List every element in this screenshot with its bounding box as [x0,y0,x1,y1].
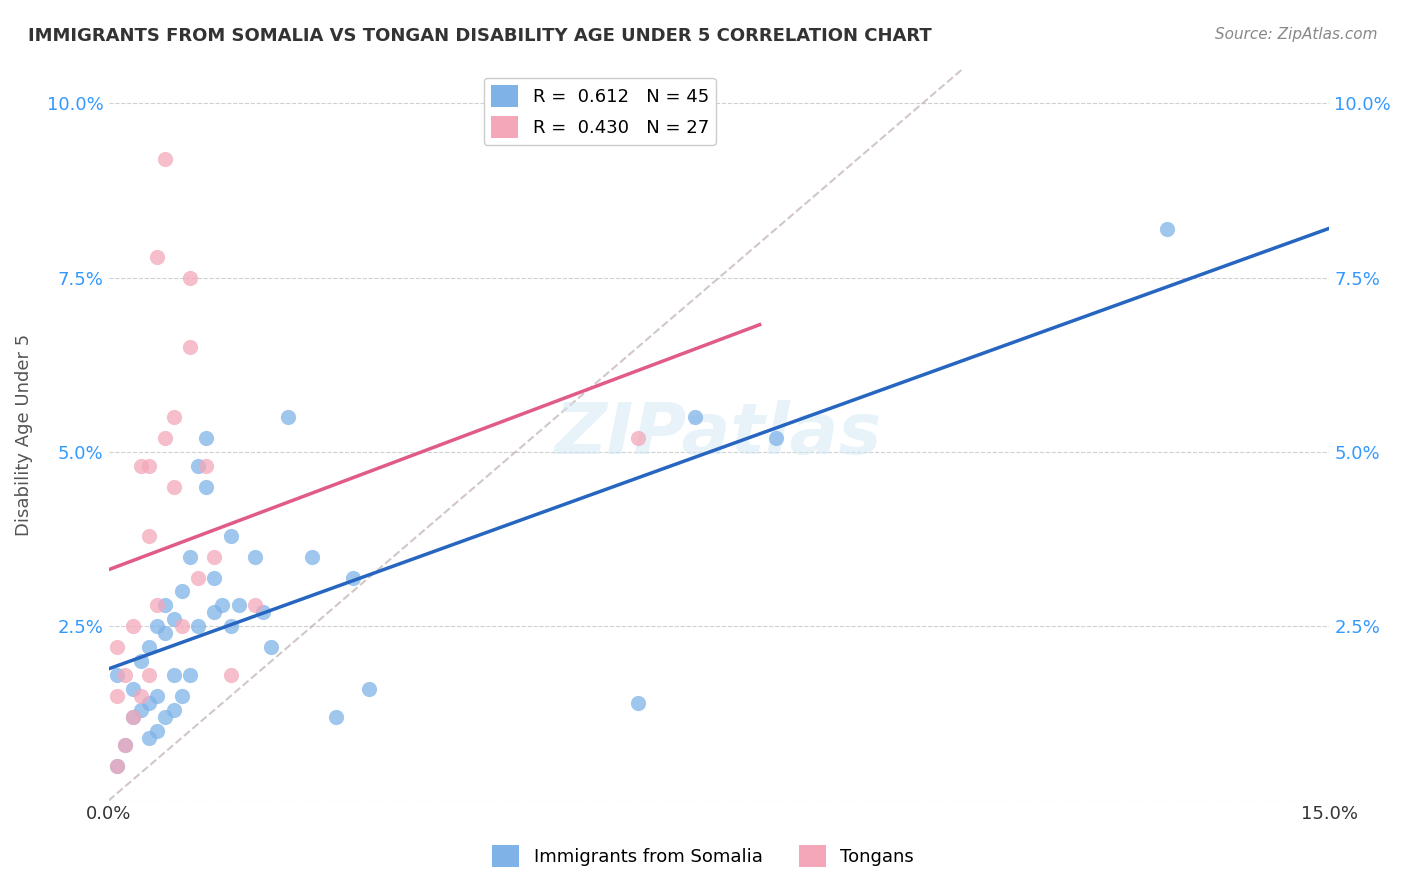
Point [105,689,128,703]
Point [138,458,160,473]
Point [357,681,380,696]
Point [342,570,364,584]
Text: ZIPatlas: ZIPatlas [555,401,883,469]
Point [243,599,266,613]
Point [252,606,274,620]
Point [155,431,177,445]
Point [195,431,218,445]
Point [138,731,160,745]
Point [155,710,177,724]
Point [162,410,184,425]
Point [114,738,136,752]
Point [187,458,209,473]
Point [195,458,218,473]
Point [211,599,233,613]
Point [626,431,648,445]
Point [146,689,169,703]
Point [195,480,218,494]
Point [114,668,136,682]
Point [179,668,201,682]
Point [202,606,225,620]
Point [179,549,201,564]
Point [129,703,152,717]
Point [626,696,648,710]
Point [683,410,706,425]
Point [155,152,177,166]
Point [105,758,128,772]
Point [146,599,169,613]
Point [325,710,347,724]
Legend: R =  0.612   N = 45, R =  0.430   N = 27: R = 0.612 N = 45, R = 0.430 N = 27 [484,78,716,145]
Y-axis label: Disability Age Under 5: Disability Age Under 5 [15,334,32,536]
Point [146,250,169,264]
Point [219,619,242,633]
Point [170,619,193,633]
Point [155,599,177,613]
Point [122,619,145,633]
Point [301,549,323,564]
Point [138,529,160,543]
Point [155,626,177,640]
Point [122,710,145,724]
Point [243,549,266,564]
Point [138,640,160,655]
Point [114,738,136,752]
Point [170,689,193,703]
Point [105,668,128,682]
Point [105,758,128,772]
Text: IMMIGRANTS FROM SOMALIA VS TONGAN DISABILITY AGE UNDER 5 CORRELATION CHART: IMMIGRANTS FROM SOMALIA VS TONGAN DISABI… [28,27,932,45]
Point [1156,222,1178,236]
Point [187,570,209,584]
Point [202,570,225,584]
Point [202,549,225,564]
Point [138,696,160,710]
Point [146,723,169,738]
Point [179,340,201,354]
Point [129,458,152,473]
Point [162,668,184,682]
Point [146,619,169,633]
Point [138,668,160,682]
Point [219,668,242,682]
Point [162,703,184,717]
Point [129,689,152,703]
Point [105,640,128,655]
Point [187,619,209,633]
Point [228,599,250,613]
Point [129,654,152,668]
Point [122,681,145,696]
Point [765,431,787,445]
Point [122,710,145,724]
Point [260,640,283,655]
Point [219,529,242,543]
Legend: Immigrants from Somalia, Tongans: Immigrants from Somalia, Tongans [485,838,921,874]
Point [277,410,299,425]
Point [162,612,184,626]
Point [170,584,193,599]
Text: Source: ZipAtlas.com: Source: ZipAtlas.com [1215,27,1378,42]
Point [162,480,184,494]
Point [179,270,201,285]
